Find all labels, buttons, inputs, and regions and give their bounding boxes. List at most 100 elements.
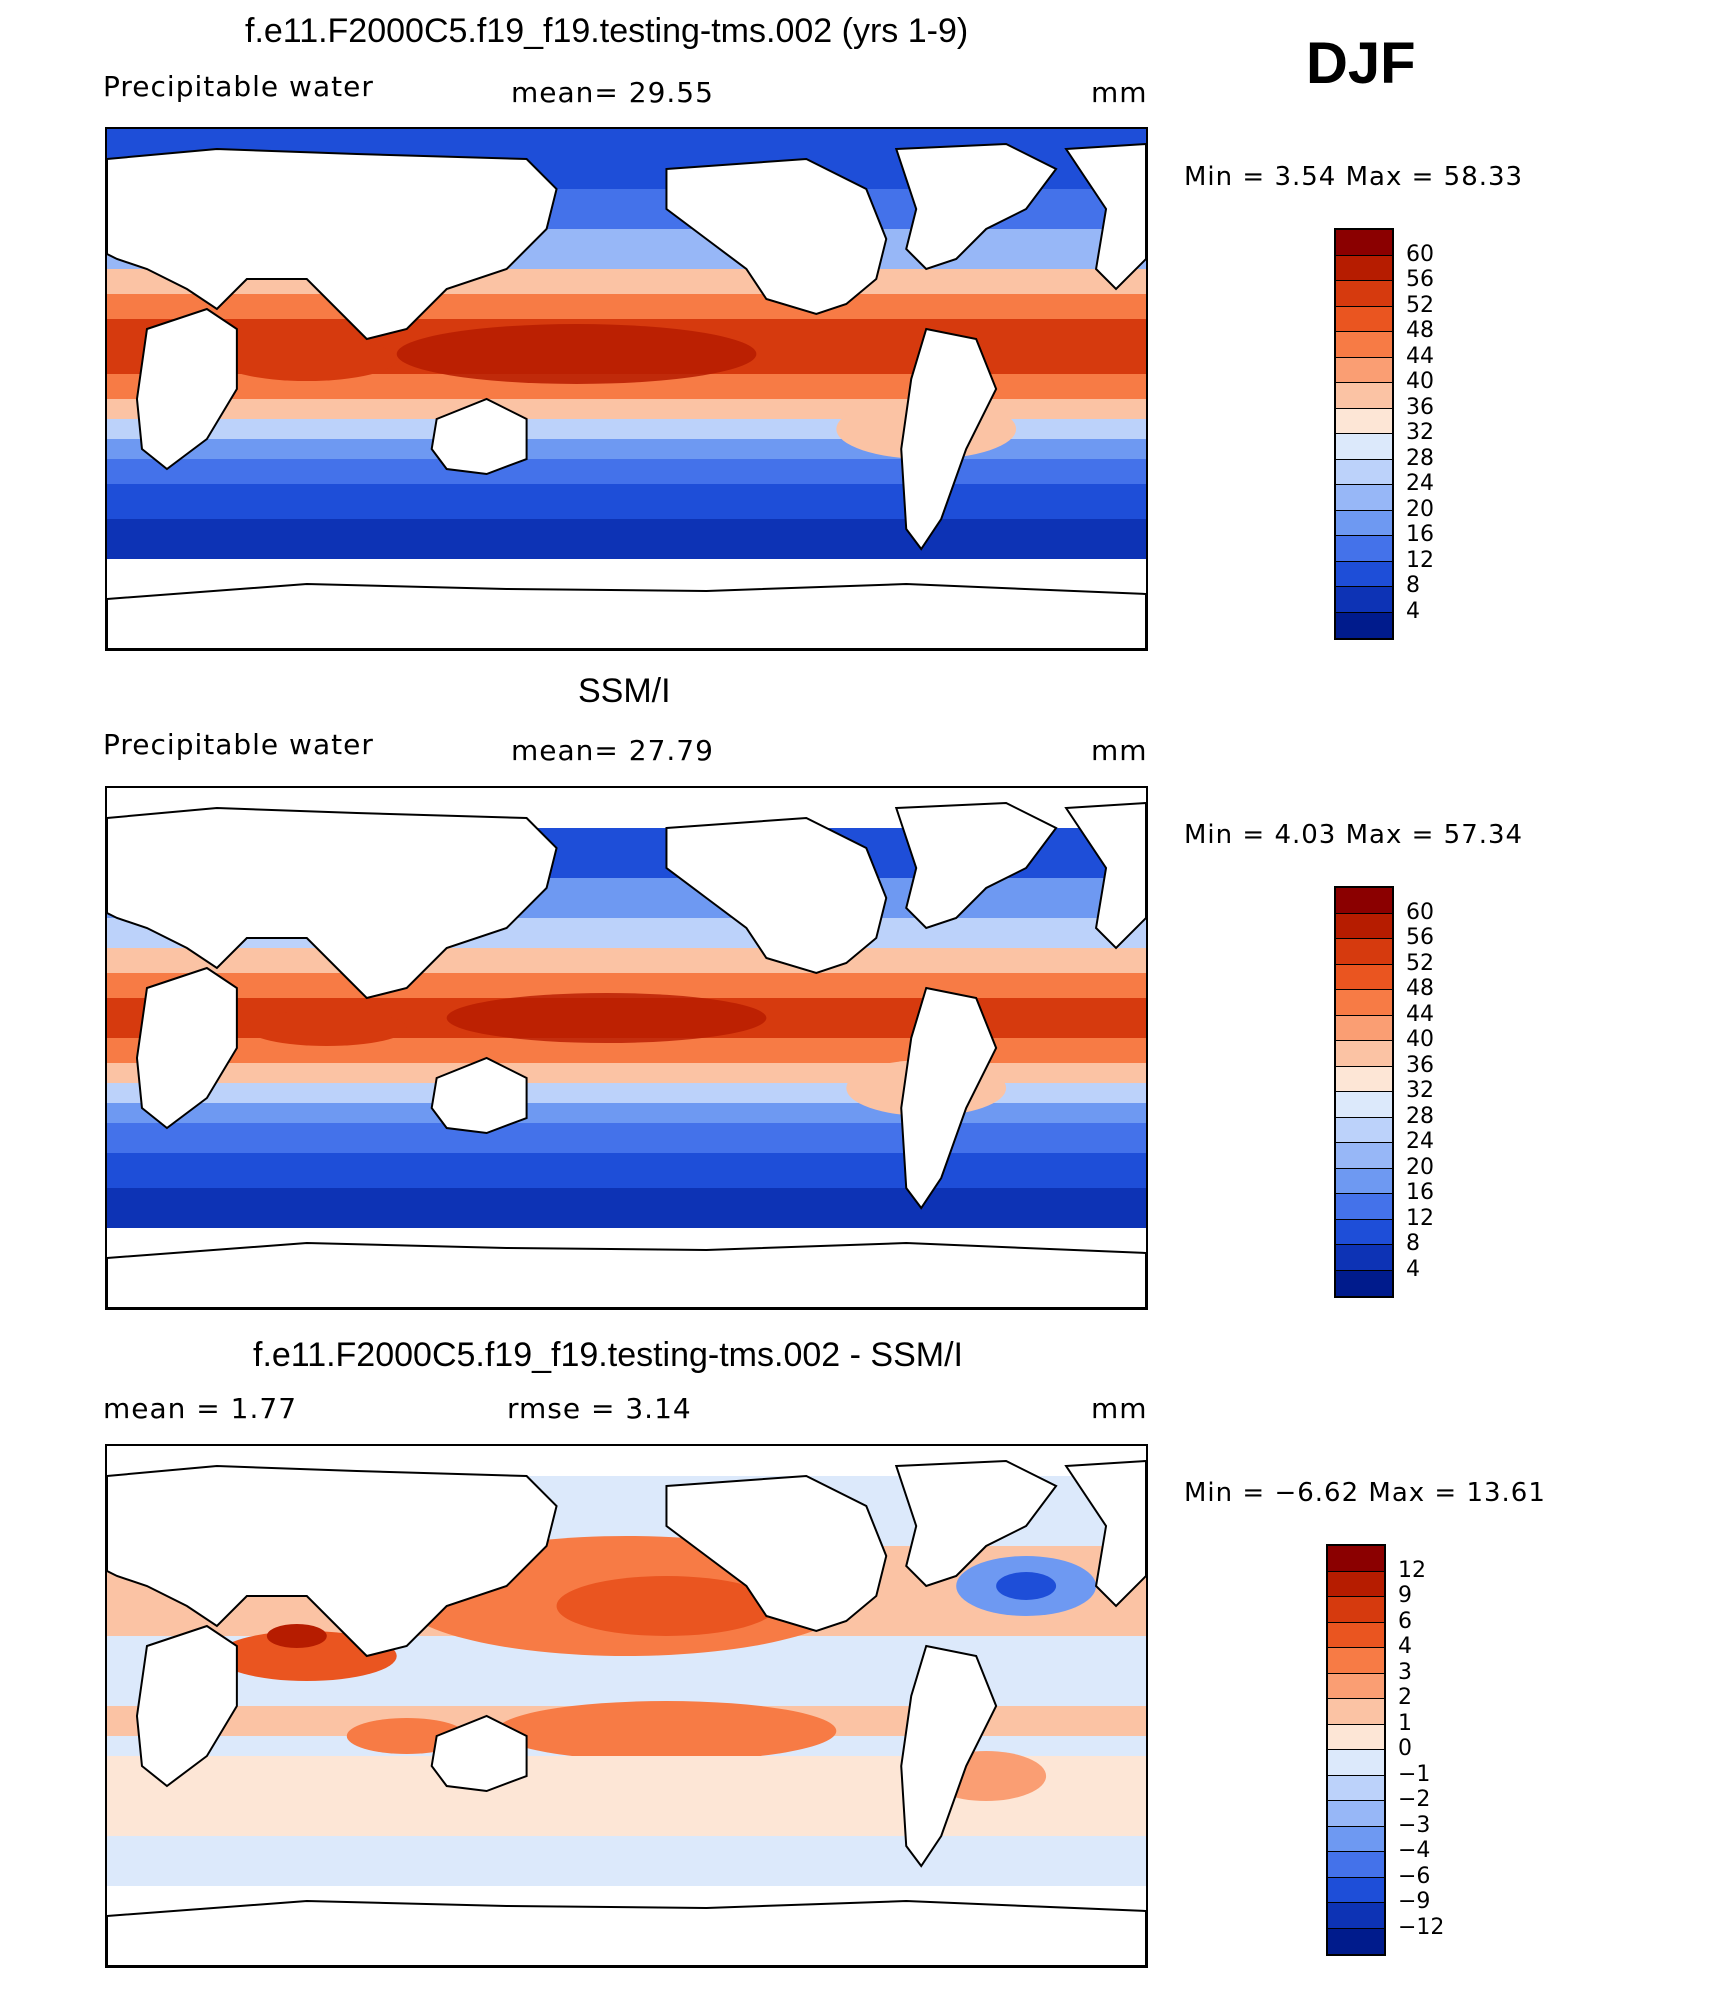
colorbar-tick-label: 52 xyxy=(1406,292,1434,318)
colorbar-tick-label: 24 xyxy=(1406,1129,1434,1154)
colorbar-tick-label: 2 xyxy=(1398,1685,1412,1710)
panel-3-minmax: Min = −6.62 Max = 13.61 xyxy=(1184,1478,1546,1508)
colorbar-1 xyxy=(1334,228,1394,640)
colorbar-segment xyxy=(1336,306,1392,332)
colorbar-segment xyxy=(1336,1143,1392,1169)
colorbar-tick-label: 12 xyxy=(1406,1205,1434,1231)
colorbar-segment xyxy=(1336,1015,1392,1041)
panel-1-mean-label: mean= 29.55 xyxy=(511,76,714,109)
colorbar-tick-label: −2 xyxy=(1398,1787,1431,1812)
panel-1-map xyxy=(105,127,1148,651)
colorbar-tick-label: 16 xyxy=(1406,522,1434,547)
colorbar-tick-label: 56 xyxy=(1406,925,1434,950)
colorbar-segment xyxy=(1328,1801,1384,1827)
colorbar-segment xyxy=(1336,434,1392,460)
colorbar-segment xyxy=(1328,1750,1384,1776)
colorbar-tick-label: 56 xyxy=(1406,267,1434,292)
colorbar-tick-label: 12 xyxy=(1398,1557,1426,1583)
colorbar-segment xyxy=(1328,1597,1384,1623)
colorbar-segment xyxy=(1336,281,1392,307)
colorbar-segment xyxy=(1328,1622,1384,1648)
colorbar-segment xyxy=(1328,1775,1384,1801)
colorbar-segment xyxy=(1336,964,1392,990)
panel-2-title: SSM/I xyxy=(578,672,671,710)
panel-3-rmse-label: rmse = 3.14 xyxy=(507,1392,692,1425)
colorbar-tick-label: 40 xyxy=(1406,369,1434,394)
colorbar-segment xyxy=(1336,1194,1392,1220)
colorbar-segment xyxy=(1328,1903,1384,1929)
colorbar-segment xyxy=(1336,383,1392,409)
colorbar-tick-label: 28 xyxy=(1406,1103,1434,1129)
colorbar-tick-label: 32 xyxy=(1406,420,1434,445)
colorbar-segment xyxy=(1336,561,1392,587)
colorbar-segment xyxy=(1328,1699,1384,1725)
panel-2-mean-label: mean= 27.79 xyxy=(511,734,714,767)
colorbar-tick-label: 60 xyxy=(1406,899,1434,925)
panel-1-units-label: mm xyxy=(1091,76,1148,109)
colorbar-tick-label: 52 xyxy=(1406,950,1434,976)
colorbar-segment xyxy=(1328,1546,1384,1572)
colorbar-3 xyxy=(1326,1544,1386,1956)
colorbar-segment xyxy=(1336,459,1392,485)
colorbar-tick-label: 28 xyxy=(1406,445,1434,471)
colorbar-segment xyxy=(1336,510,1392,536)
panel-3-units-label: mm xyxy=(1091,1392,1148,1425)
colorbar-2 xyxy=(1334,886,1394,1298)
colorbar-tick-label: 0 xyxy=(1398,1736,1412,1761)
colorbar-tick-label: 24 xyxy=(1406,471,1434,496)
colorbar-tick-label: 12 xyxy=(1406,547,1434,573)
colorbar-segment xyxy=(1336,913,1392,939)
colorbar-tick-label: 32 xyxy=(1406,1078,1434,1103)
panel-2-map-graphic xyxy=(107,788,1146,1308)
colorbar-tick-label: −12 xyxy=(1398,1914,1445,1940)
season-label: DJF xyxy=(1306,31,1416,96)
colorbar-tick-label: 6 xyxy=(1398,1608,1412,1634)
colorbar-tick-label: 44 xyxy=(1406,343,1434,369)
colorbar-tick-label: 16 xyxy=(1406,1180,1434,1205)
colorbar-segment xyxy=(1336,357,1392,383)
colorbar-tick-label: 4 xyxy=(1406,598,1420,624)
colorbar-tick-label: 4 xyxy=(1398,1634,1412,1659)
colorbar-tick-label: 36 xyxy=(1406,394,1434,420)
colorbar-tick-label: 1 xyxy=(1398,1710,1412,1736)
colorbar-tick-label: 3 xyxy=(1398,1659,1412,1685)
colorbar-segment xyxy=(1336,1041,1392,1067)
colorbar-segment xyxy=(1336,1066,1392,1092)
panel-1-map-graphic xyxy=(107,129,1146,649)
colorbar-tick-label: 44 xyxy=(1406,1001,1434,1027)
colorbar-segment xyxy=(1336,230,1392,256)
colorbar-tick-label: −9 xyxy=(1398,1889,1431,1914)
panel-3-map-graphic xyxy=(107,1446,1146,1966)
colorbar-segment xyxy=(1328,1648,1384,1674)
colorbar-segment xyxy=(1328,1877,1384,1903)
colorbar-segment xyxy=(1336,1245,1392,1271)
colorbar-tick-label: 20 xyxy=(1406,496,1434,522)
colorbar-tick-label: −1 xyxy=(1398,1761,1431,1787)
panel-1-variable-label: Precipitable water xyxy=(103,70,374,103)
colorbar-segment xyxy=(1336,1117,1392,1143)
colorbar-tick-label: 60 xyxy=(1406,241,1434,267)
colorbar-segment xyxy=(1336,1219,1392,1245)
colorbar-tick-label: 48 xyxy=(1406,976,1434,1001)
colorbar-segment xyxy=(1336,939,1392,965)
colorbar-segment xyxy=(1336,536,1392,562)
colorbar-segment xyxy=(1336,1092,1392,1118)
colorbar-segment xyxy=(1328,1724,1384,1750)
colorbar-tick-label: 4 xyxy=(1406,1256,1420,1282)
colorbar-segment xyxy=(1328,1571,1384,1597)
panel-3-mean-label: mean = 1.77 xyxy=(103,1392,298,1425)
colorbar-tick-label: 36 xyxy=(1406,1052,1434,1078)
panel-3-title: f.e11.F2000C5.f19_f19.testing-tms.002 - … xyxy=(253,1336,963,1374)
panel-3-map xyxy=(105,1444,1148,1968)
colorbar-segment xyxy=(1328,1673,1384,1699)
colorbar-segment xyxy=(1328,1826,1384,1852)
panel-2-minmax: Min = 4.03 Max = 57.34 xyxy=(1184,820,1524,850)
panel-1-minmax: Min = 3.54 Max = 58.33 xyxy=(1184,162,1524,192)
colorbar-tick-label: −6 xyxy=(1398,1863,1431,1889)
colorbar-segment xyxy=(1336,587,1392,613)
colorbar-segment xyxy=(1336,485,1392,511)
colorbar-segment xyxy=(1336,1270,1392,1296)
colorbar-tick-label: 20 xyxy=(1406,1154,1434,1180)
colorbar-segment xyxy=(1336,990,1392,1016)
colorbar-segment xyxy=(1336,612,1392,638)
